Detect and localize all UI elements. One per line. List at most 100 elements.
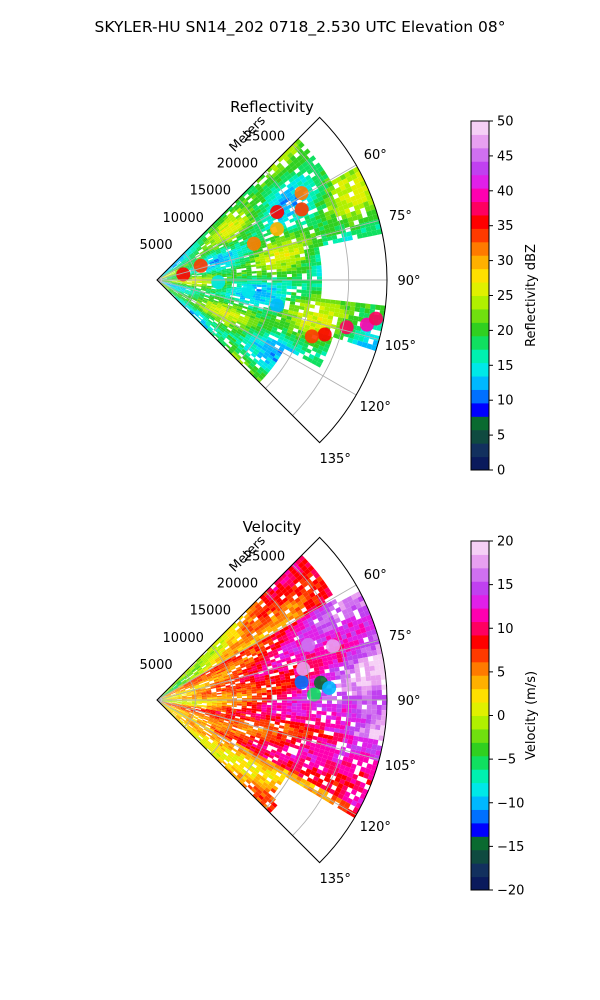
field-cell [311,346,318,353]
field-cell [346,704,352,709]
field-cell [279,256,286,261]
field-cell [306,706,312,711]
field-cell [241,273,247,277]
field-cell [285,258,291,263]
field-cell [279,333,286,338]
field-cell [198,240,204,245]
field-cell [209,307,215,311]
field-cell [345,212,352,219]
field-cell [215,238,221,243]
field-cell [186,286,192,288]
field-cell [262,184,269,191]
field-cell [236,200,242,206]
azimuth-tick-label: 90° [397,274,420,289]
field-cell [324,228,331,234]
field-cell [270,186,277,193]
field-cell [279,235,286,240]
field-cell [281,691,287,695]
field-cell [291,142,298,149]
field-cell [197,297,203,301]
field-cell [355,325,362,332]
field-cell [161,280,167,282]
field-cell [228,256,235,261]
field-cell [232,304,238,309]
field-cell [278,248,284,253]
field-cell [310,165,318,172]
field-cell [239,258,245,262]
field-cell [172,264,178,269]
field-cell [203,248,209,252]
field-cell [238,302,244,306]
field-cell [246,309,253,314]
field-cell [167,266,172,270]
field-cell [189,245,194,250]
field-cell [375,719,382,726]
field-cell [265,294,271,298]
field-cell [161,280,167,282]
field-cell [291,693,297,697]
field-cell [220,291,226,295]
field-cell [211,241,217,246]
field-cell [221,270,227,273]
field-cell [246,277,252,280]
field-cell [229,207,235,213]
field-cell [224,311,230,315]
field-cell [250,313,257,317]
field-cell [230,209,237,215]
field-cell [286,696,292,700]
field-cell [282,327,289,333]
field-cell [335,176,342,183]
field-cell [282,227,289,233]
field-cell [249,227,256,233]
field-cell [370,208,378,216]
field-cell [273,174,280,181]
field-cell [310,254,316,260]
field-cell [216,305,222,309]
field-cell [216,268,222,271]
field-cell [187,261,193,265]
field-cell [223,312,230,317]
field-cell [245,265,252,268]
field-cell [365,671,371,677]
field-cell [305,348,312,354]
field-cell [202,245,208,250]
field-cell [375,223,382,230]
field-cell [336,683,342,688]
field-cell [268,220,275,226]
field-cell [252,306,259,311]
field-cell [255,263,262,267]
field-cell [275,168,282,175]
field-cell [294,304,300,310]
colorbar-segment [471,268,489,283]
field-cell [295,347,302,353]
field-cell [161,281,167,284]
field-cell [252,249,259,254]
field-cell [294,321,301,327]
field-cell [170,271,176,274]
field-cell [294,250,300,256]
field-cell [216,289,222,292]
field-cell [208,258,214,262]
field-cell [343,171,351,179]
field-cell [201,282,207,284]
field-cell [248,319,254,324]
field-cell [251,691,257,694]
field-cell [254,256,260,260]
field-cell [366,690,372,696]
field-cell [216,272,222,275]
field-cell [203,297,209,301]
field-cell [283,337,290,343]
field-cell [361,341,368,348]
field-cell [185,289,191,293]
field-cell [309,155,317,162]
field-cell [291,292,297,296]
field-cell [344,182,351,189]
field-cell [323,197,330,204]
field-cell [186,284,192,287]
field-cell [260,260,266,264]
field-cell [174,288,180,292]
field-cell [328,185,336,192]
field-cell [361,690,367,696]
field-cell [321,711,327,716]
field-cell [246,232,252,237]
